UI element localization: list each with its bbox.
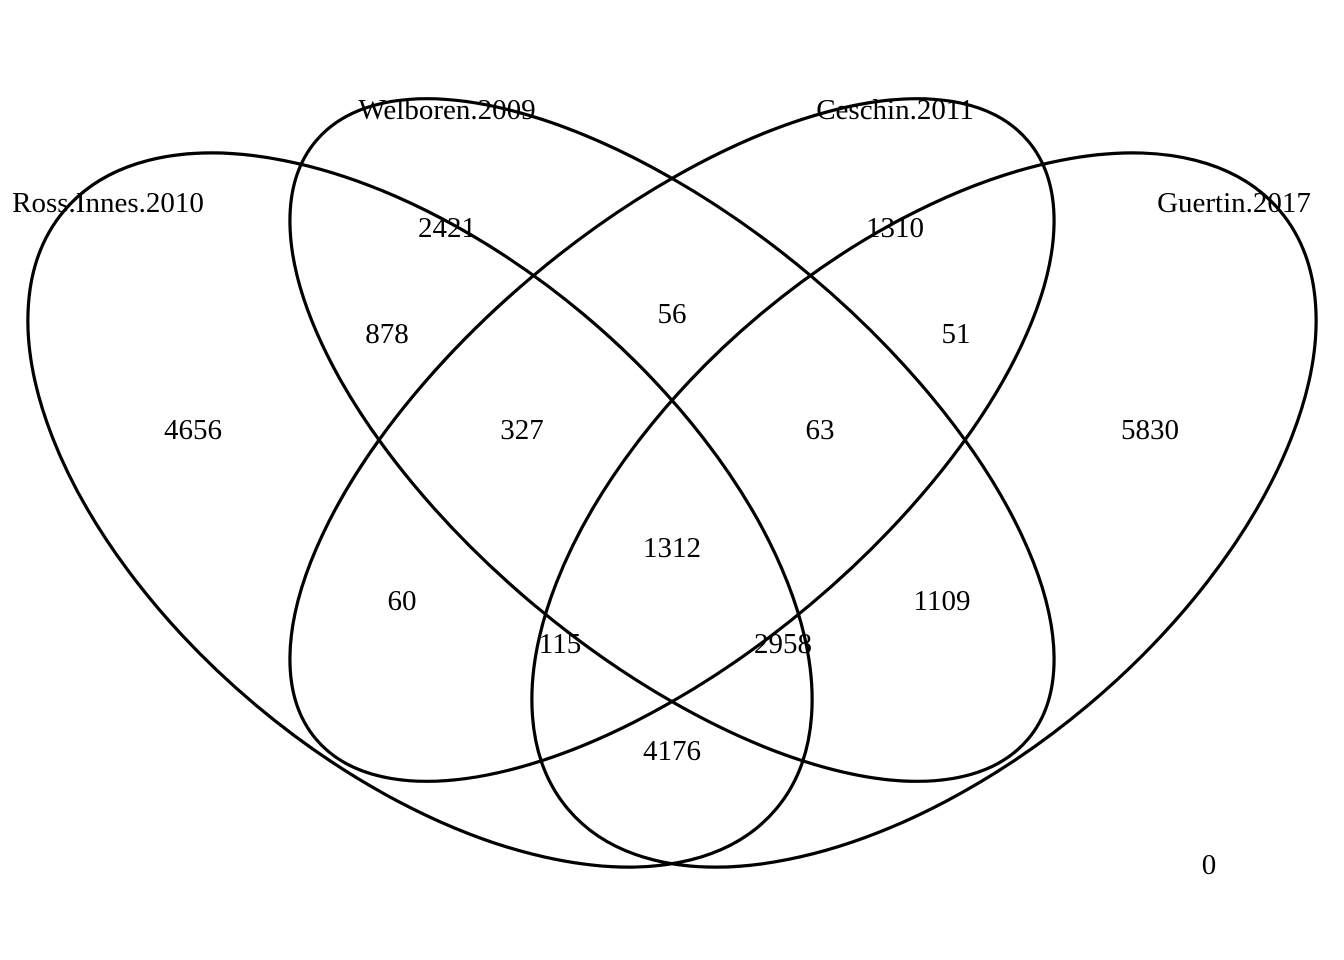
set-label-guertin-2017: Guertin.2017 [1157,187,1311,219]
region-count-ross-welboren-ceschin: 327 [500,414,544,446]
region-count-ross-ceschin-guertin: 115 [539,628,581,660]
set-ellipse-ross-innes-2010 [26,151,814,869]
region-count-ross-only: 4656 [164,414,222,446]
region-count-ceschin-guertin: 51 [942,318,971,350]
set-ellipse-guertin-2017 [530,151,1318,869]
region-count-welboren-ceschin: 56 [658,298,687,330]
region-count-ross-welboren: 878 [365,318,409,350]
region-count-ross-welboren-guertin: 2958 [754,628,812,660]
set-label-ross-innes-2010: Ross.Innes.2010 [12,187,204,219]
region-count-none: 0 [1202,849,1217,881]
region-count-welboren-only: 2421 [418,212,476,244]
set-ellipse-welboren-2009 [288,97,1056,783]
region-count-welboren-guertin: 1109 [914,585,971,617]
region-count-ross-guertin: 4176 [643,735,701,767]
set-ellipse-ceschin-2011 [288,97,1056,783]
region-count-all-four: 1312 [643,532,701,564]
region-count-welboren-ceschin-guertin: 63 [806,414,835,446]
region-count-ceschin-only: 1310 [866,212,924,244]
set-label-ceschin-2011: Ceschin.2011 [816,94,974,126]
set-label-welboren-2009: Welboren.2009 [358,94,535,126]
region-count-guertin-only: 5830 [1121,414,1179,446]
region-count-ross-ceschin: 60 [388,585,417,617]
